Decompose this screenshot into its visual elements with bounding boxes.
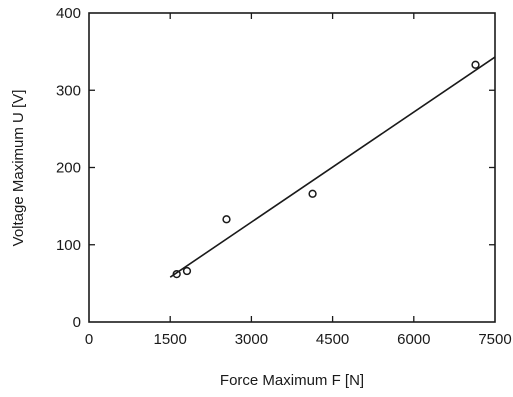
y-tick-label: 100 — [56, 237, 81, 254]
data-point — [182, 266, 192, 276]
y-tick-label: 0 — [73, 314, 81, 331]
x-tick-label: 7500 — [478, 331, 511, 348]
y-axis-ticks: 0 100 200 300 400 — [56, 5, 495, 331]
y-tick-label: 300 — [56, 82, 81, 99]
x-tick-label: 1500 — [154, 331, 187, 348]
data-point — [308, 189, 317, 198]
plot-frame — [88, 12, 496, 323]
fit-line — [169, 56, 496, 278]
x-tick-label: 6000 — [397, 331, 430, 348]
x-tick-label: 3000 — [235, 331, 268, 348]
data-point — [222, 215, 231, 224]
y-tick-label: 200 — [56, 160, 81, 177]
series-layer — [169, 56, 496, 279]
data-point — [471, 60, 480, 69]
y-tick-label: 400 — [56, 5, 81, 22]
x-axis-label: Force Maximum F [N] — [220, 372, 364, 389]
x-tick-label: 4500 — [316, 331, 349, 348]
y-axis-label: Voltage Maximum U [V] — [10, 90, 27, 247]
x-tick-label: 0 — [85, 331, 93, 348]
x-axis-ticks: 0 1500 3000 4500 6000 7500 — [85, 13, 512, 348]
